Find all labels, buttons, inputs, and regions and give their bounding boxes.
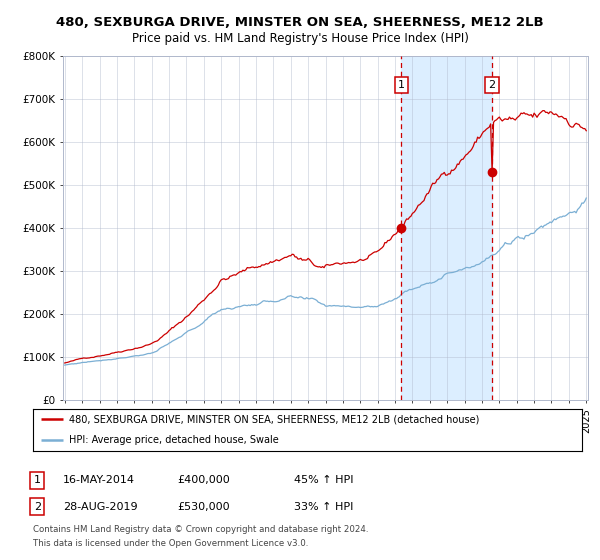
Text: This data is licensed under the Open Government Licence v3.0.: This data is licensed under the Open Gov… <box>33 539 308 548</box>
Text: Contains HM Land Registry data © Crown copyright and database right 2024.: Contains HM Land Registry data © Crown c… <box>33 525 368 534</box>
Text: 16-MAY-2014: 16-MAY-2014 <box>63 475 135 486</box>
Text: HPI: Average price, detached house, Swale: HPI: Average price, detached house, Swal… <box>68 435 278 445</box>
Bar <box>401 56 492 400</box>
Text: 28-AUG-2019: 28-AUG-2019 <box>63 502 137 512</box>
Text: £400,000: £400,000 <box>177 475 230 486</box>
Text: 33% ↑ HPI: 33% ↑ HPI <box>294 502 353 512</box>
Text: 480, SEXBURGA DRIVE, MINSTER ON SEA, SHEERNESS, ME12 2LB (detached house): 480, SEXBURGA DRIVE, MINSTER ON SEA, SHE… <box>68 414 479 424</box>
Text: 2: 2 <box>488 80 496 90</box>
Text: 2: 2 <box>34 502 41 512</box>
Text: £530,000: £530,000 <box>177 502 230 512</box>
Text: 1: 1 <box>34 475 41 486</box>
Text: Price paid vs. HM Land Registry's House Price Index (HPI): Price paid vs. HM Land Registry's House … <box>131 31 469 45</box>
Text: 480, SEXBURGA DRIVE, MINSTER ON SEA, SHEERNESS, ME12 2LB: 480, SEXBURGA DRIVE, MINSTER ON SEA, SHE… <box>56 16 544 29</box>
Text: 45% ↑ HPI: 45% ↑ HPI <box>294 475 353 486</box>
Text: 1: 1 <box>398 80 405 90</box>
